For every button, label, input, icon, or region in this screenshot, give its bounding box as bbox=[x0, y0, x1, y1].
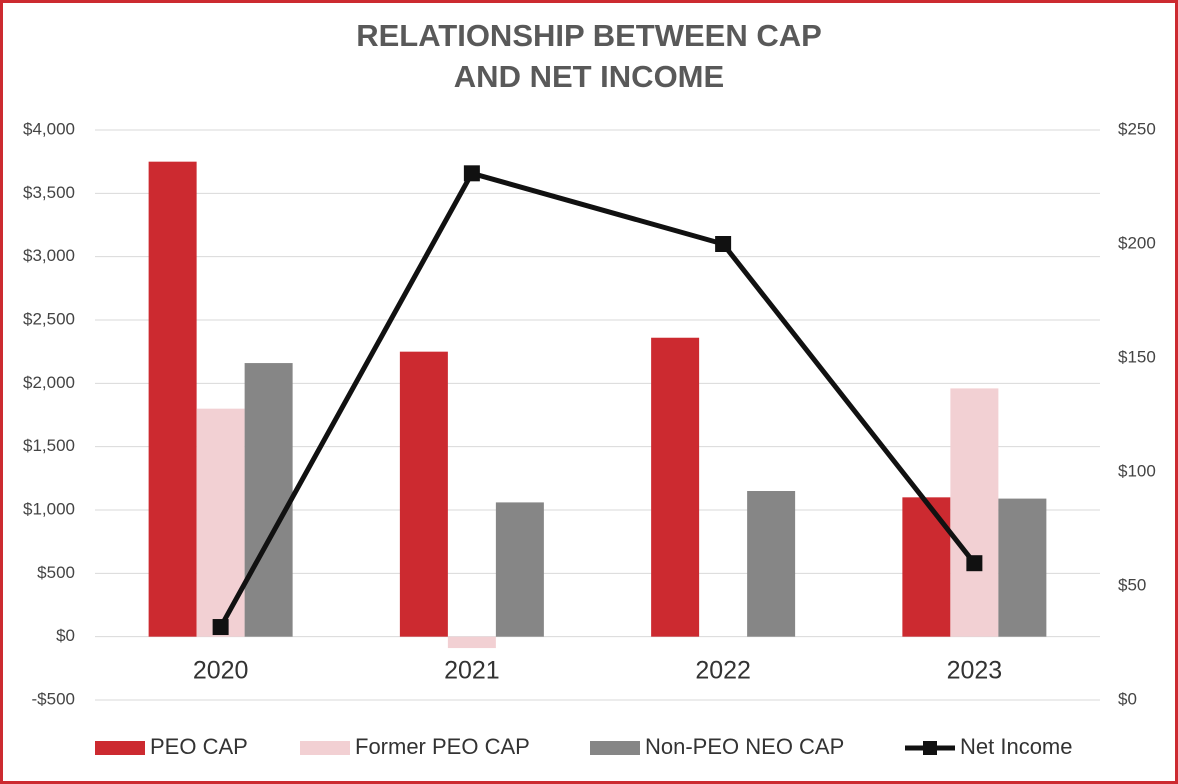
bar bbox=[902, 497, 951, 637]
chart-title: AND NET INCOME bbox=[454, 59, 724, 94]
y-tick-label: $500 bbox=[37, 563, 75, 582]
x-tick-label: 2022 bbox=[695, 657, 751, 685]
x-tick-label: 2020 bbox=[193, 657, 249, 685]
marker bbox=[212, 619, 229, 636]
line bbox=[218, 170, 977, 629]
y2-tick-label: $150 bbox=[1118, 347, 1156, 366]
legend-label: Non-PEO NEO CAP bbox=[645, 734, 844, 759]
legend-label: PEO CAP bbox=[150, 734, 248, 759]
bar bbox=[447, 636, 496, 649]
bar bbox=[950, 388, 999, 637]
bar bbox=[747, 491, 796, 637]
bar bbox=[651, 337, 700, 637]
marker bbox=[966, 555, 983, 572]
y-tick-label: $2,000 bbox=[23, 373, 75, 392]
y-tick-label: $1,500 bbox=[23, 436, 75, 455]
legend-label: Former PEO CAP bbox=[355, 734, 530, 759]
chart-title: RELATIONSHIP BETWEEN CAP bbox=[356, 18, 822, 53]
y-tick-label: $3,500 bbox=[23, 183, 75, 202]
legend-label: Net Income bbox=[960, 734, 1073, 759]
y-tick-label: $1,000 bbox=[23, 499, 75, 518]
marker bbox=[715, 236, 732, 252]
y2-tick-label: $100 bbox=[1118, 461, 1156, 480]
bar bbox=[998, 498, 1047, 637]
bar bbox=[196, 408, 245, 637]
y-tick-label: $3,000 bbox=[23, 246, 75, 265]
legend-swatch bbox=[923, 741, 937, 755]
y2-tick-label: $50 bbox=[1118, 575, 1146, 594]
legend-swatch bbox=[590, 741, 640, 755]
y2-tick-label: $250 bbox=[1118, 119, 1156, 138]
legend-swatch bbox=[95, 741, 145, 755]
legend-swatch bbox=[300, 741, 350, 755]
bar bbox=[244, 363, 293, 637]
y-tick-label: $2,500 bbox=[23, 309, 75, 328]
y-tick-label: $0 bbox=[56, 626, 75, 645]
bar bbox=[399, 351, 448, 637]
marker bbox=[463, 165, 480, 182]
y2-tick-label: $200 bbox=[1118, 233, 1156, 252]
y-tick-label: -$500 bbox=[32, 689, 75, 708]
bar bbox=[148, 161, 197, 637]
x-tick-label: 2023 bbox=[947, 657, 1003, 685]
x-tick-label: 2021 bbox=[444, 657, 500, 685]
bar bbox=[495, 502, 544, 637]
y-tick-label: $4,000 bbox=[23, 119, 75, 138]
y2-tick-label: $0 bbox=[1118, 689, 1137, 708]
